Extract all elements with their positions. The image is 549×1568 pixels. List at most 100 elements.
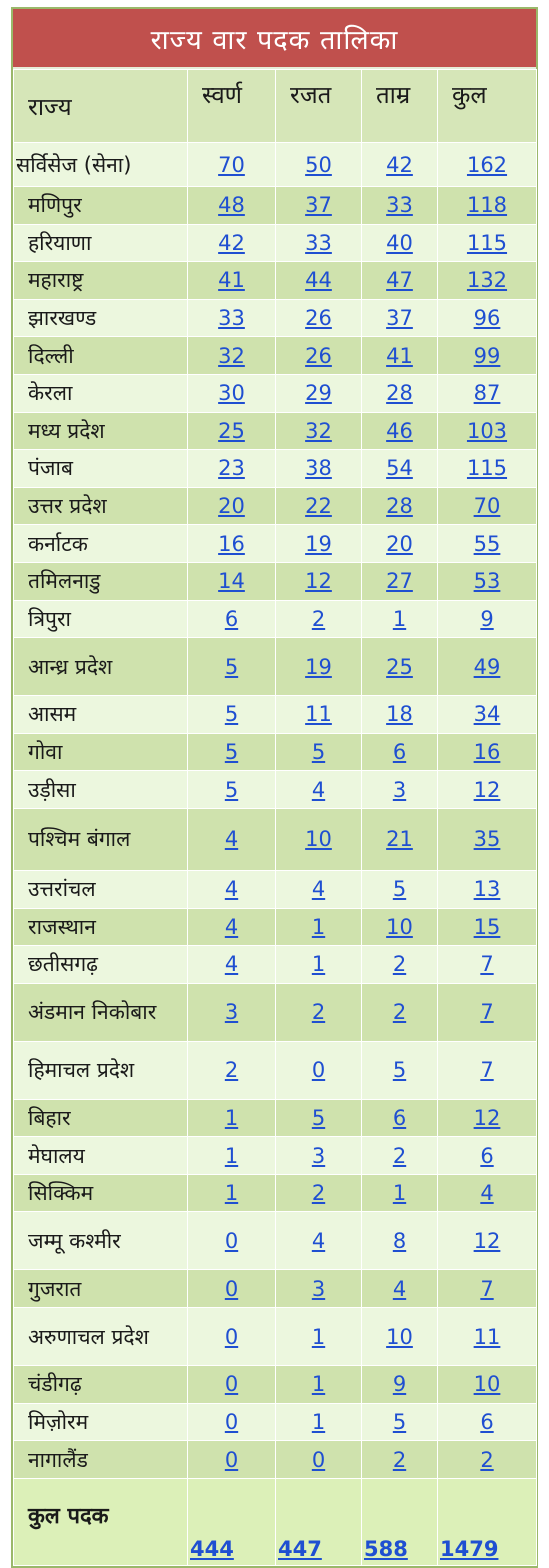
bronze-count-link[interactable]: 37: [386, 306, 413, 331]
total-count-link[interactable]: 115: [466, 230, 508, 255]
gold-count-link[interactable]: 30: [218, 381, 245, 406]
total-count-link[interactable]: 9: [480, 606, 494, 631]
bronze-count-link[interactable]: 1: [392, 1181, 407, 1206]
bronze-count-link[interactable]: 28: [386, 494, 413, 519]
total-count-link[interactable]: 12: [473, 1105, 501, 1130]
gold-count-link[interactable]: 3: [224, 1000, 239, 1025]
silver-count-link[interactable]: 12: [305, 569, 332, 594]
silver-count-link[interactable]: 33: [305, 230, 332, 255]
silver-count-link[interactable]: 3: [311, 1276, 326, 1301]
silver-count-link[interactable]: 1: [311, 1409, 326, 1434]
gold-count-link[interactable]: 20: [218, 494, 245, 519]
silver-count-link[interactable]: 32: [305, 418, 332, 443]
bronze-count-link[interactable]: 4: [392, 1276, 407, 1301]
gold-count-link[interactable]: 48: [218, 193, 245, 218]
bronze-count-link[interactable]: 5: [392, 1409, 407, 1434]
total-count-link[interactable]: 13: [473, 877, 501, 902]
gold-count-link[interactable]: 25: [218, 418, 245, 443]
total-count-link[interactable]: 12: [473, 1228, 501, 1253]
gold-count-link[interactable]: 0: [224, 1228, 239, 1253]
silver-count-link[interactable]: 10: [305, 827, 332, 852]
total-count-link[interactable]: 7: [480, 1000, 494, 1025]
total-silver-link[interactable]: 447: [278, 1536, 322, 1561]
gold-count-link[interactable]: 0: [224, 1372, 239, 1397]
gold-count-link[interactable]: 5: [224, 777, 239, 802]
silver-count-link[interactable]: 11: [305, 702, 332, 727]
silver-count-link[interactable]: 37: [305, 193, 332, 218]
total-count-link[interactable]: 99: [473, 343, 501, 368]
total-count-link[interactable]: 103: [466, 418, 508, 443]
bronze-count-link[interactable]: 6: [392, 740, 407, 765]
silver-count-link[interactable]: 50: [305, 152, 332, 177]
bronze-count-link[interactable]: 27: [386, 569, 413, 594]
silver-count-link[interactable]: 1: [311, 1324, 326, 1349]
silver-count-link[interactable]: 3: [311, 1143, 326, 1168]
gold-count-link[interactable]: 32: [218, 343, 245, 368]
bronze-count-link[interactable]: 21: [386, 827, 413, 852]
gold-count-link[interactable]: 42: [218, 230, 245, 255]
total-count-link[interactable]: 35: [473, 827, 501, 852]
silver-count-link[interactable]: 4: [311, 877, 326, 902]
total-count-link[interactable]: 132: [466, 268, 508, 293]
total-count-link[interactable]: 49: [473, 654, 501, 679]
bronze-count-link[interactable]: 9: [392, 1372, 407, 1397]
silver-count-link[interactable]: 26: [305, 343, 332, 368]
bronze-count-link[interactable]: 42: [386, 152, 413, 177]
silver-count-link[interactable]: 0: [311, 1447, 326, 1472]
gold-count-link[interactable]: 14: [218, 569, 245, 594]
gold-count-link[interactable]: 0: [224, 1276, 239, 1301]
gold-count-link[interactable]: 70: [218, 152, 245, 177]
silver-count-link[interactable]: 0: [311, 1058, 326, 1083]
silver-count-link[interactable]: 1: [311, 952, 326, 977]
gold-count-link[interactable]: 23: [218, 456, 245, 481]
gold-count-link[interactable]: 4: [224, 952, 239, 977]
silver-count-link[interactable]: 4: [311, 1228, 326, 1253]
bronze-count-link[interactable]: 25: [386, 654, 413, 679]
bronze-count-link[interactable]: 6: [392, 1105, 407, 1130]
bronze-count-link[interactable]: 54: [386, 456, 413, 481]
gold-count-link[interactable]: 16: [218, 531, 245, 556]
silver-count-link[interactable]: 2: [311, 1181, 326, 1206]
bronze-count-link[interactable]: 47: [386, 268, 413, 293]
total-gold-link[interactable]: 444: [190, 1536, 234, 1561]
gold-count-link[interactable]: 33: [218, 306, 245, 331]
bronze-count-link[interactable]: 2: [392, 952, 407, 977]
bronze-count-link[interactable]: 1: [392, 606, 407, 631]
gold-count-link[interactable]: 0: [224, 1447, 239, 1472]
total-count-link[interactable]: 12: [473, 777, 501, 802]
total-count-link[interactable]: 2: [480, 1447, 494, 1472]
bronze-count-link[interactable]: 2: [392, 1447, 407, 1472]
bronze-count-link[interactable]: 2: [392, 1143, 407, 1168]
bronze-count-link[interactable]: 46: [386, 418, 413, 443]
silver-count-link[interactable]: 1: [311, 1372, 326, 1397]
total-count-link[interactable]: 118: [466, 193, 508, 218]
bronze-count-link[interactable]: 5: [392, 877, 407, 902]
silver-count-link[interactable]: 44: [305, 268, 332, 293]
total-count-link[interactable]: 115: [466, 456, 508, 481]
silver-count-link[interactable]: 4: [311, 777, 326, 802]
total-count-link[interactable]: 15: [473, 914, 501, 939]
bronze-count-link[interactable]: 10: [386, 914, 413, 939]
bronze-count-link[interactable]: 2: [392, 1000, 407, 1025]
silver-count-link[interactable]: 2: [311, 606, 326, 631]
gold-count-link[interactable]: 0: [224, 1324, 239, 1349]
bronze-count-link[interactable]: 8: [392, 1228, 407, 1253]
total-count-link[interactable]: 11: [473, 1324, 501, 1349]
gold-count-link[interactable]: 4: [224, 827, 239, 852]
total-count-link[interactable]: 10: [473, 1372, 501, 1397]
gold-count-link[interactable]: 6: [224, 606, 239, 631]
total-count-link[interactable]: 70: [473, 494, 501, 519]
gold-count-link[interactable]: 5: [224, 702, 239, 727]
total-count-link[interactable]: 6: [480, 1143, 494, 1168]
gold-count-link[interactable]: 5: [224, 740, 239, 765]
silver-count-link[interactable]: 38: [305, 456, 332, 481]
bronze-count-link[interactable]: 3: [392, 777, 407, 802]
total-count-link[interactable]: 6: [480, 1409, 494, 1434]
silver-count-link[interactable]: 5: [311, 740, 326, 765]
silver-count-link[interactable]: 2: [311, 1000, 326, 1025]
total-count-link[interactable]: 7: [480, 1276, 494, 1301]
silver-count-link[interactable]: 22: [305, 494, 332, 519]
bronze-count-link[interactable]: 33: [386, 193, 413, 218]
silver-count-link[interactable]: 5: [311, 1105, 326, 1130]
total-count-link[interactable]: 34: [473, 702, 501, 727]
